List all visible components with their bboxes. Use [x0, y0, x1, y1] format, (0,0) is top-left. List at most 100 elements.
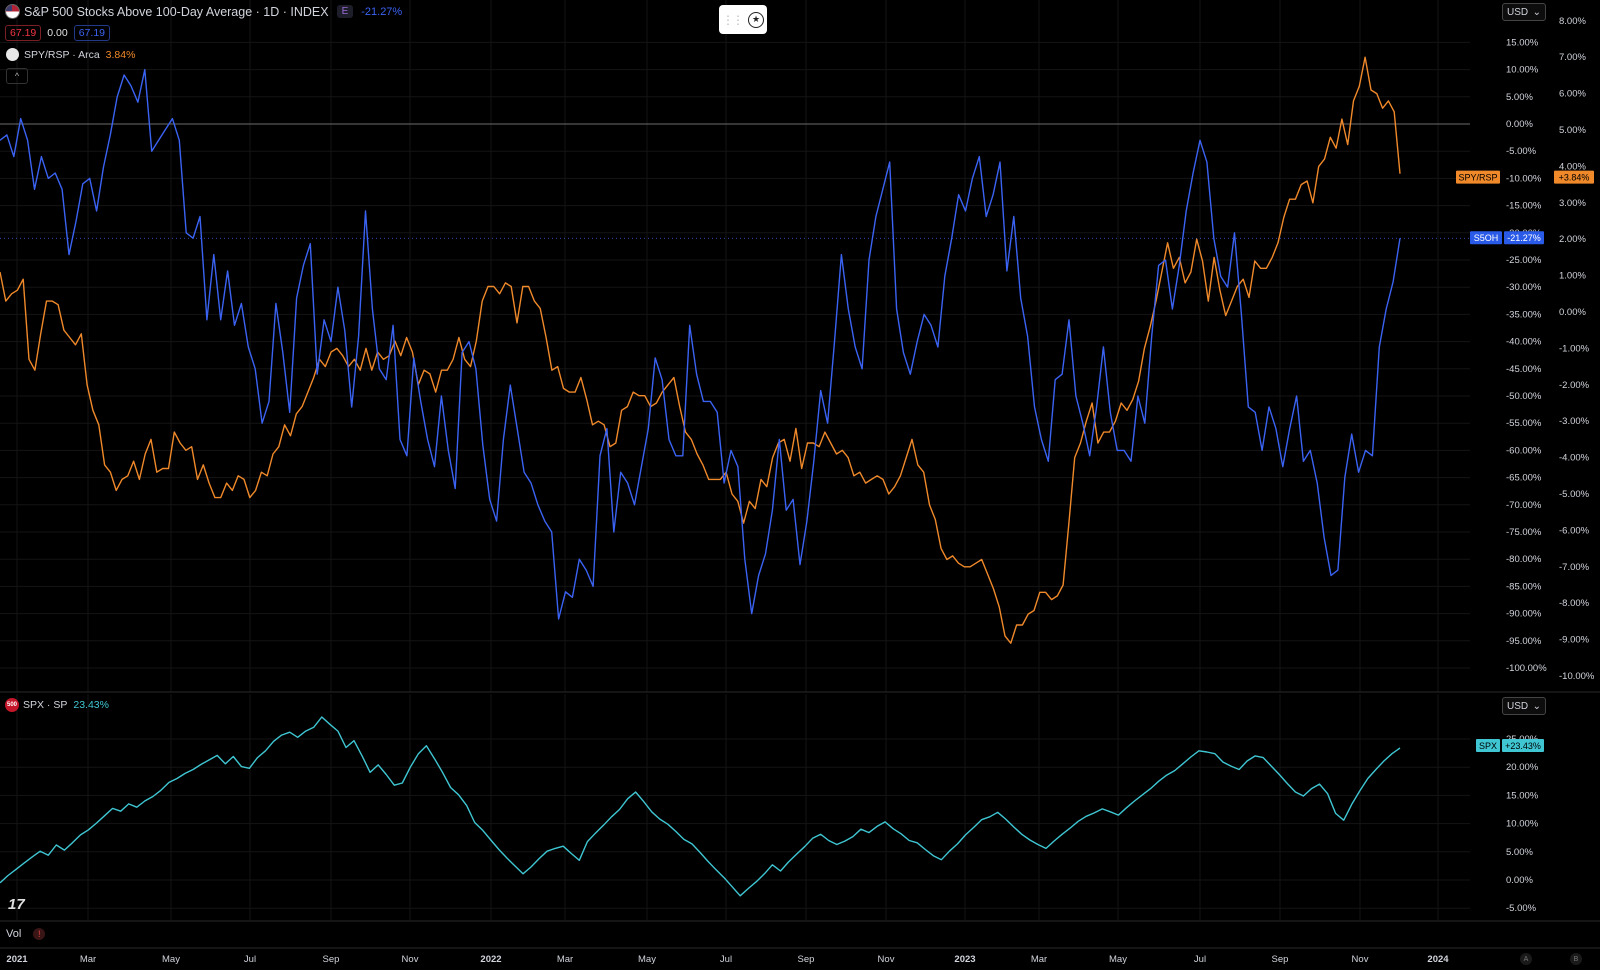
axis-label-right: -1.00% — [1559, 343, 1590, 354]
tradingview-logo-icon[interactable]: 17 — [8, 896, 25, 913]
earnings-badge[interactable]: E — [336, 5, 354, 18]
axis-label-left: -55.00% — [1506, 418, 1542, 429]
auto-scale-button[interactable]: A — [1520, 953, 1532, 965]
axis-label-left: -70.00% — [1506, 500, 1542, 511]
value-mid: 0.00 — [47, 27, 68, 39]
axis-label-right: -2.00% — [1559, 380, 1590, 391]
axis-label-left: -95.00% — [1506, 636, 1542, 647]
axis-label-left: 15.00% — [1506, 37, 1539, 48]
us-flag-icon — [5, 4, 20, 19]
warning-icon[interactable]: ! — [33, 928, 46, 940]
currency-dropdown-bottom[interactable]: USD ⌄ — [1502, 697, 1546, 715]
x-tick-label: Nov — [878, 954, 895, 965]
axis-label-right: -3.00% — [1559, 416, 1590, 427]
spy-label[interactable]: SPY/RSP · Arca — [24, 48, 100, 61]
spy-legend[interactable]: SPY/RSP · Arca 3.84% — [6, 48, 135, 61]
x-tick-label: May — [638, 954, 656, 965]
x-tick-label: Sep — [1272, 954, 1289, 965]
axis-label-left: 10.00% — [1506, 65, 1539, 76]
x-tick-label: May — [162, 954, 180, 965]
symbol-title[interactable]: S&P 500 Stocks Above 100-Day Average · 1… — [24, 4, 329, 19]
x-tick-label: 2024 — [1427, 954, 1449, 965]
grid-lines — [0, 0, 1600, 949]
main-legend[interactable]: S&P 500 Stocks Above 100-Day Average · 1… — [5, 4, 402, 19]
last-value-tags: SPY/RSP +3.84% S5OH -21.27% SPX +23.43% — [1456, 170, 1594, 753]
axis-label-bottom-pane: 15.00% — [1506, 790, 1539, 801]
axis-label-left: -65.00% — [1506, 473, 1542, 484]
x-tick-label: Mar — [1031, 954, 1047, 965]
axis-label-right: 6.00% — [1559, 89, 1586, 100]
x-tick-label: May — [1109, 954, 1127, 965]
axis-label-left: -50.00% — [1506, 391, 1542, 402]
axis-label-right: 2.00% — [1559, 234, 1586, 245]
axis-label-right: -7.00% — [1559, 562, 1590, 573]
chevron-down-icon: ⌄ — [1532, 6, 1541, 18]
volume-label: Vol — [6, 928, 22, 940]
tag-spy-value-bg — [1554, 170, 1594, 184]
currency-dropdown-top[interactable]: USD ⌄ — [1502, 3, 1546, 21]
axis-label-right: 0.00% — [1559, 307, 1586, 318]
axis-label-bottom-pane: 10.00% — [1506, 819, 1539, 830]
x-tick-label: Mar — [80, 954, 96, 965]
x-tick-label: 2022 — [480, 954, 501, 965]
tag-spx-value: +23.43% — [1505, 741, 1541, 751]
axis-label-bottom-pane: 0.00% — [1506, 875, 1533, 886]
symbol-change: -21.27% — [361, 5, 403, 18]
axis-label-bottom-pane: -5.00% — [1506, 903, 1537, 914]
drawing-toolbox[interactable]: ⋮⋮ ★ — [719, 5, 767, 34]
tag-s5oh-value: -21.27% — [1507, 233, 1541, 243]
x-tick-label: Jul — [720, 954, 732, 965]
axis-label-bottom-pane: 20.00% — [1506, 762, 1539, 773]
x-tick-label: Sep — [798, 954, 815, 965]
tag-s5oh-name: S5OH — [1474, 233, 1499, 243]
pin-icon[interactable]: ★ — [748, 11, 764, 28]
x-tick-label: Nov — [402, 954, 419, 965]
axis-label-bottom-pane: 5.00% — [1506, 847, 1533, 858]
x-tick-label: Jul — [1194, 954, 1206, 965]
tag-spx-name: SPX — [1479, 741, 1497, 751]
tag-spx-value-bg — [1502, 739, 1544, 753]
axis-label-right: 8.00% — [1559, 16, 1586, 27]
settings-button[interactable]: B — [1570, 953, 1582, 965]
axis-label-left: -25.00% — [1506, 255, 1542, 266]
axis-label-right: 7.00% — [1559, 52, 1586, 63]
x-tick-label: 2023 — [954, 954, 975, 965]
series-line-s5oh — [0, 68, 1401, 620]
spx-legend[interactable]: 500 SPX · SP 23.43% — [5, 698, 109, 712]
value-open: 67.19 — [5, 25, 42, 41]
currency-label: USD — [1507, 6, 1529, 18]
spy-icon — [6, 48, 19, 61]
axis-label-right: -6.00% — [1559, 525, 1590, 536]
axis-label-left: 5.00% — [1506, 92, 1533, 103]
tag-s5oh-value-bg — [1504, 231, 1544, 245]
x-tick-label: 2021 — [6, 954, 28, 965]
x-tick-label: Jul — [244, 954, 256, 965]
axis-label-left: -10.00% — [1506, 173, 1542, 184]
axis-label-right: 4.00% — [1559, 161, 1586, 172]
series-line-spy-rsp — [0, 56, 1401, 644]
tag-spy-name-bg — [1456, 170, 1500, 184]
value-close: 67.19 — [73, 25, 110, 41]
zero-line — [0, 123, 1470, 239]
x-tick-label: Nov — [1352, 954, 1369, 965]
tag-spy-name: SPY/RSP — [1458, 173, 1497, 183]
axis-label-left: -30.00% — [1506, 282, 1542, 293]
tag-spx-name-bg — [1476, 739, 1500, 753]
axis-label-right: -8.00% — [1559, 598, 1590, 609]
axis-label-right: 5.00% — [1559, 125, 1586, 136]
axis-label-right: -4.00% — [1559, 453, 1590, 464]
axis-label-left: -45.00% — [1506, 364, 1542, 375]
collapse-legend-button[interactable]: ^ — [6, 68, 28, 84]
axis-label-left: -85.00% — [1506, 581, 1542, 592]
tag-spy-value: +3.84% — [1559, 173, 1590, 183]
volume-legend[interactable]: Vol ! — [6, 928, 46, 940]
chevron-down-icon: ⌄ — [1532, 700, 1541, 712]
series-line-spx — [0, 716, 1401, 897]
spx-label[interactable]: SPX · SP — [23, 699, 68, 711]
drag-handle-icon[interactable]: ⋮⋮ — [722, 12, 744, 27]
axis-label-right: -5.00% — [1559, 489, 1590, 500]
spx-change: 23.43% — [73, 699, 109, 711]
x-tick-label: Sep — [323, 954, 340, 965]
axis-label-right: -10.00% — [1559, 671, 1595, 682]
